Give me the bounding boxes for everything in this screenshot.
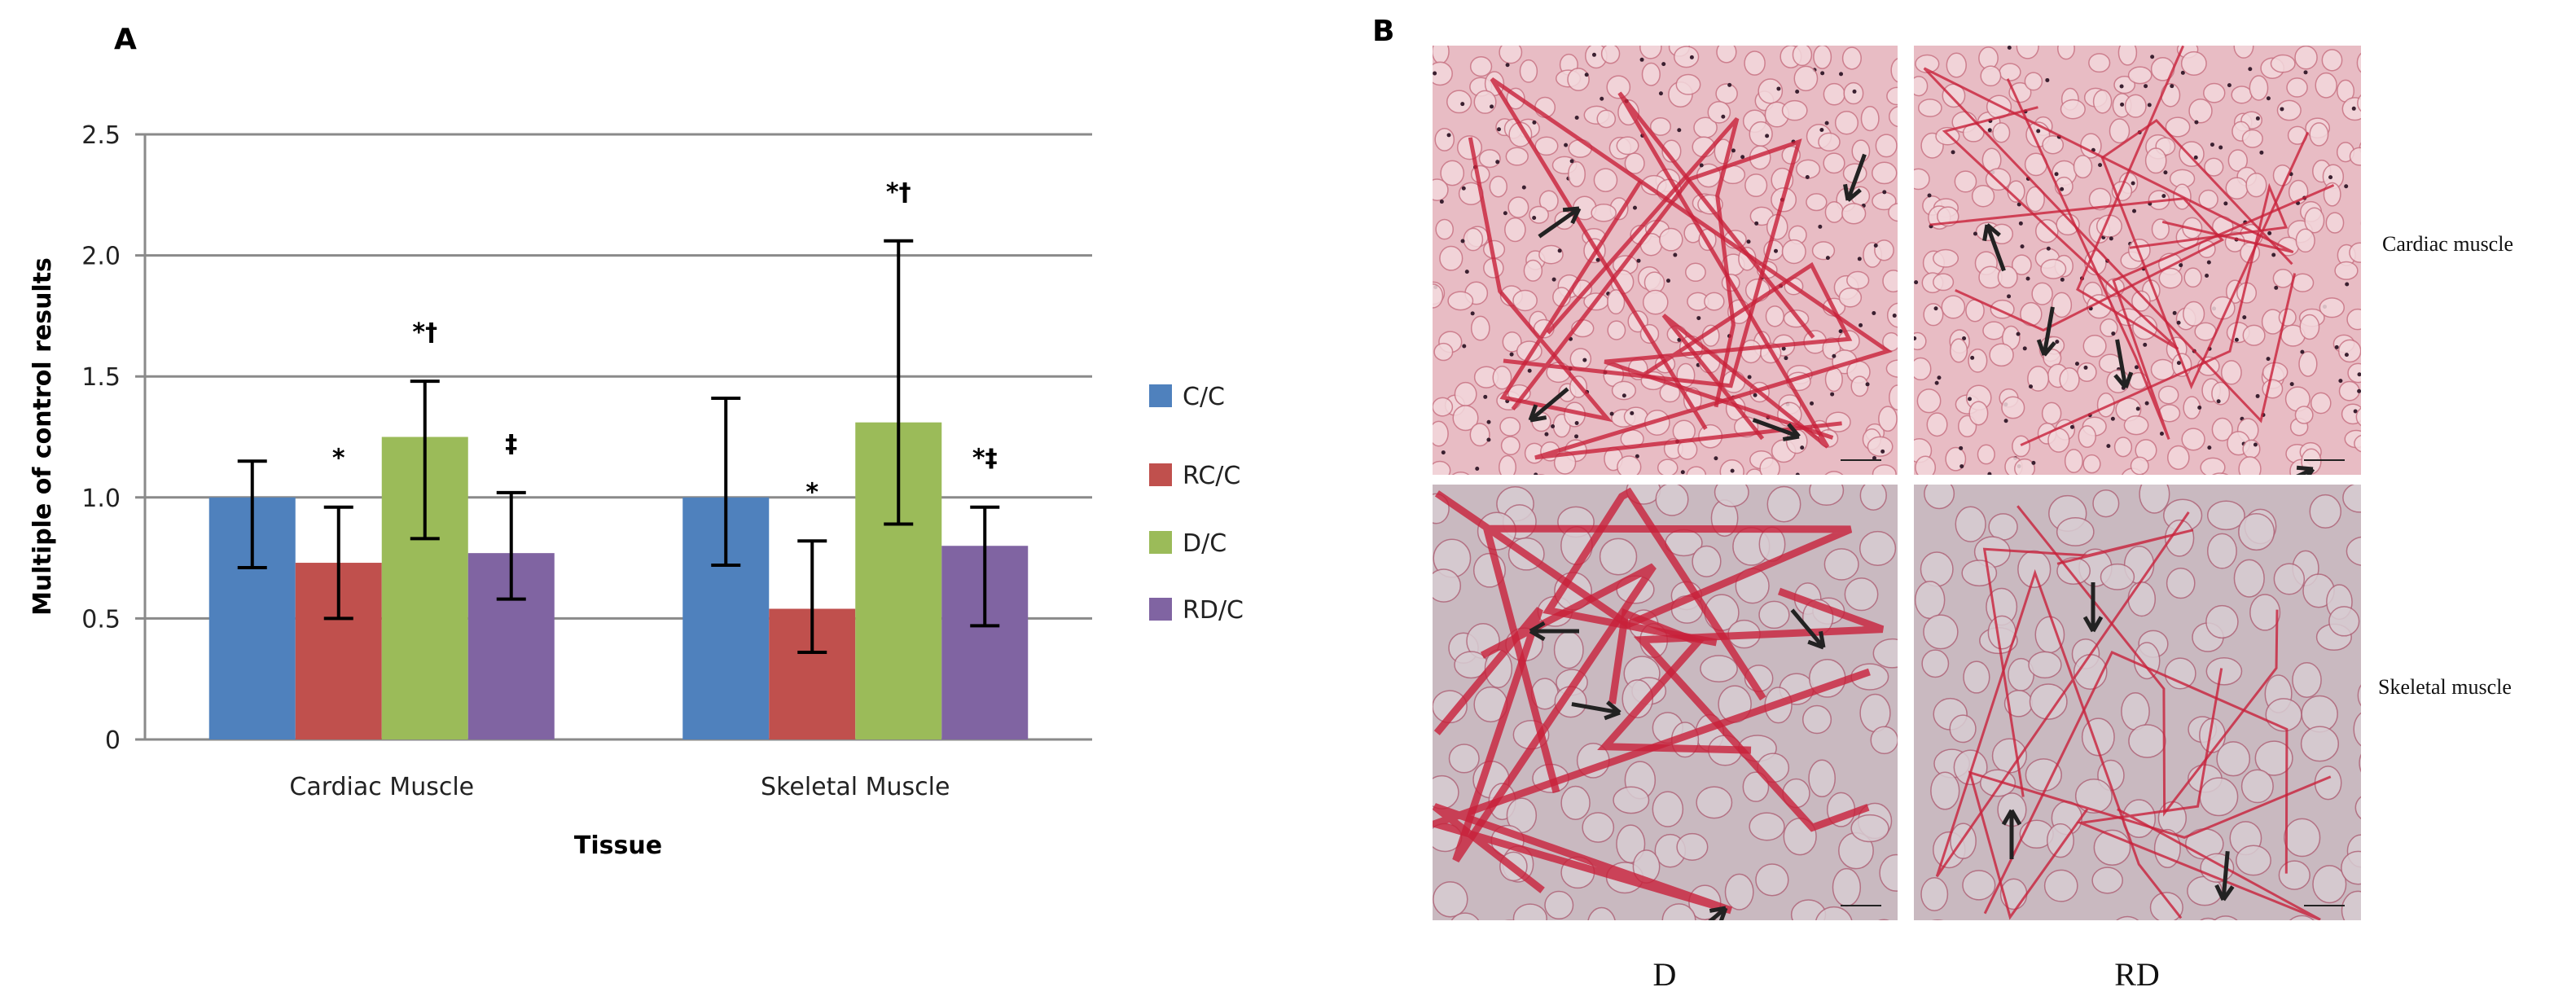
y-axis-label: Multiple of control results: [29, 257, 57, 616]
panel-a-label: A: [114, 23, 137, 56]
arrow-icon: [1995, 924, 2041, 943]
arrow-icon: [1843, 153, 1867, 202]
y-tick-label: 1.5: [81, 363, 121, 392]
collagen-stain: [1490, 77, 1893, 460]
panel-b-label: B: [1372, 15, 1394, 48]
y-tick-label: 1.0: [81, 485, 121, 513]
arrow-icon: [2296, 465, 2315, 475]
collagen-stain: [1982, 529, 2194, 797]
collagen-stain: [1543, 487, 1766, 701]
collagen-stain: [2016, 505, 2279, 817]
collagen-stain: [1968, 770, 2332, 920]
arrow-icon: [1528, 387, 1569, 423]
arrow-icon: [2001, 809, 2022, 859]
collagen-stain: [1433, 563, 1657, 862]
y-tick-label: 0: [105, 726, 121, 755]
collagen-stain: [1617, 91, 1830, 449]
arrow-icon: [2214, 851, 2235, 902]
arrow-icon: [1982, 223, 2006, 272]
arrow-icon: [1538, 206, 1582, 239]
legend-label: D/C: [1183, 529, 1227, 558]
arrow-icon: [1529, 621, 1579, 642]
significance-marker: *†: [886, 178, 911, 207]
micrograph-cardiac-rd: [1914, 46, 2361, 475]
y-tick-label: 2.0: [81, 243, 121, 271]
tissue-background: [1433, 46, 1898, 475]
arrow-icon: [1752, 418, 1801, 441]
arrow-icon: [1571, 700, 1622, 721]
significance-marker: *: [805, 478, 818, 507]
legend-swatch: [1149, 531, 1172, 554]
collagen-stain: [1434, 490, 1853, 793]
x-axis-label: Tissue: [574, 831, 662, 860]
y-tick-label: 0.5: [81, 605, 121, 634]
arrow-icon: [1708, 906, 1728, 920]
category-label: Skeletal Muscle: [761, 773, 950, 801]
collagen-stain: [1633, 587, 1885, 832]
micrograph-panel: [1433, 46, 2361, 943]
legend-label: RC/C: [1183, 462, 1240, 490]
collagen-stain: [1929, 197, 2225, 332]
collagen-stain: [2076, 668, 2321, 920]
collagen-stain: [1433, 668, 1871, 915]
legend-swatch: [1149, 598, 1172, 621]
micrograph-skeletal-rd: [1914, 485, 2361, 943]
arrow-icon: [2113, 339, 2134, 389]
collagen-stain: [2020, 182, 2289, 446]
significance-marker: *‡: [972, 445, 998, 473]
arrow-icon: [2082, 582, 2104, 633]
column-label-d: D: [1653, 956, 1677, 993]
legend-swatch: [1149, 463, 1172, 486]
collagen-stain: [1468, 137, 1643, 423]
bar-chart: 0 0.5 1.0 1.5 2.0 2.5 Cardiac Muscle * *† ‡ Skelet…: [81, 121, 1244, 801]
significance-marker: ‡: [505, 430, 517, 459]
arrow-icon: [1790, 608, 1826, 650]
micrograph-skeletal-d: [1433, 485, 1898, 920]
collagen-stain: [1935, 511, 2190, 919]
legend-label: C/C: [1183, 383, 1225, 411]
y-tick-label: 2.5: [81, 121, 121, 150]
collagen-stain: [2006, 78, 2335, 440]
significance-marker: *†: [412, 318, 437, 347]
significance-marker: *: [332, 445, 345, 473]
collagen-stain: [1983, 651, 2289, 915]
collagen-stain: [1923, 67, 2297, 423]
row-label-cardiac: Cardiac muscle: [2382, 232, 2513, 256]
micrograph-cardiac-d: [1433, 46, 1898, 475]
column-label-rd: RD: [2114, 956, 2160, 993]
category-label: Cardiac Muscle: [289, 773, 474, 801]
legend-label: RD/C: [1183, 596, 1244, 625]
arrow-icon: [2036, 306, 2056, 357]
row-label-skeletal: Skeletal muscle: [2378, 675, 2512, 699]
legend-swatch: [1149, 384, 1172, 407]
